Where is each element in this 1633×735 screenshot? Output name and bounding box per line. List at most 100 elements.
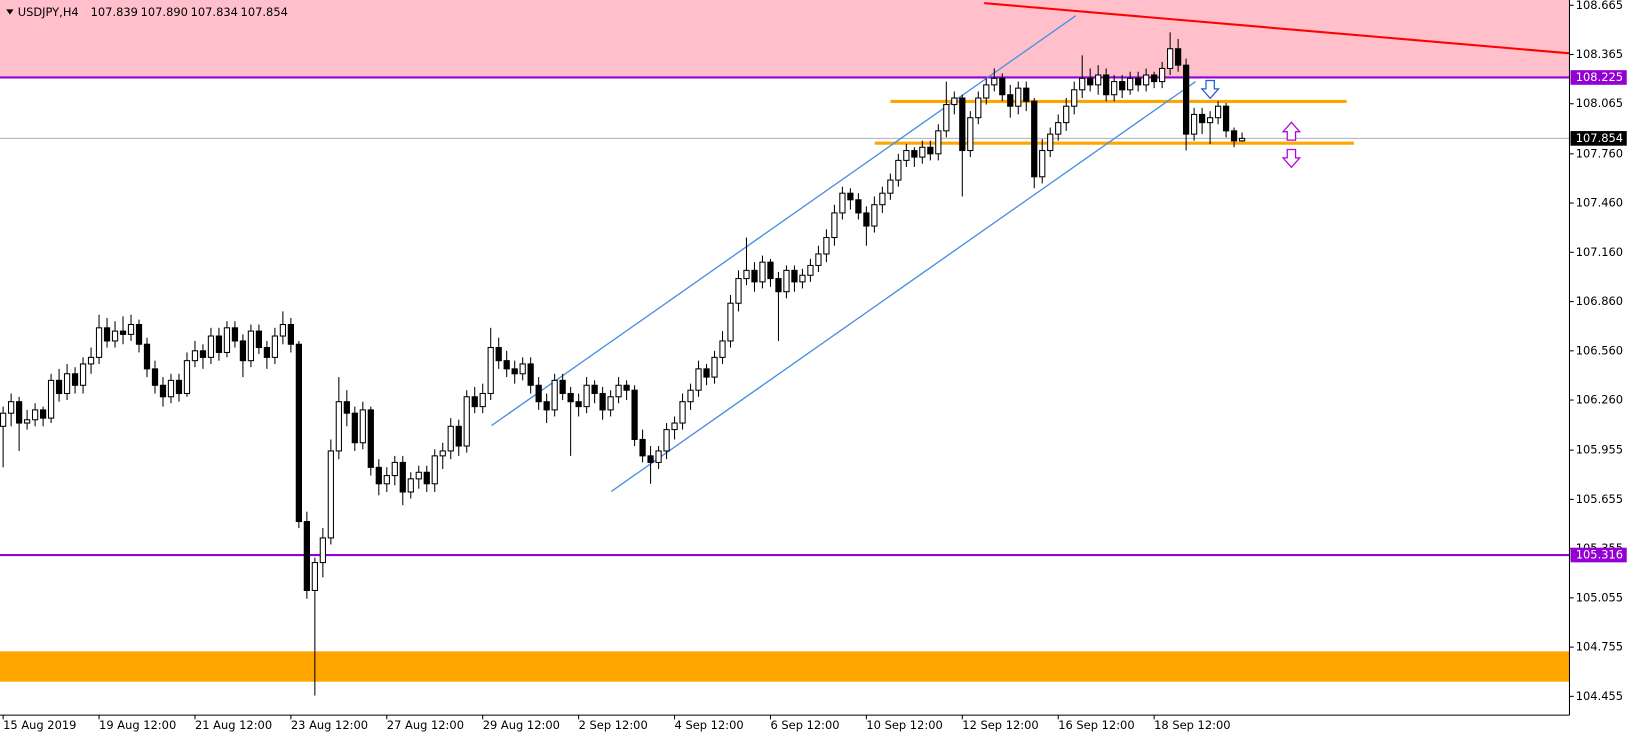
candle-body <box>855 199 862 214</box>
x-tick-label: 15 Aug 2019 <box>3 718 76 732</box>
candle-body <box>999 77 1006 96</box>
candle-body <box>879 192 886 206</box>
candle-body <box>439 450 446 457</box>
candle-body <box>175 379 183 395</box>
level-label: 105.316 <box>1576 548 1623 562</box>
candle-body <box>55 379 63 395</box>
candle-body <box>807 264 814 276</box>
candle-body <box>863 212 870 227</box>
x-tick-label: 29 Aug 12:00 <box>483 718 560 732</box>
candle-body <box>687 389 694 403</box>
arrow-down-blue <box>1200 79 1220 100</box>
candle-body <box>583 384 590 408</box>
candle-body <box>135 324 143 345</box>
candle-body <box>847 192 854 201</box>
candle-body <box>615 384 622 398</box>
candle-body <box>95 327 103 358</box>
y-tick-label: 106.260 <box>1576 393 1623 407</box>
channel-upper <box>491 15 1077 427</box>
candle-body <box>207 335 215 358</box>
candle-body <box>199 350 207 358</box>
candle-body <box>711 356 718 378</box>
candle-body <box>951 97 958 106</box>
y-tick-label: 108.665 <box>1576 0 1623 12</box>
y-tick-label: 105.055 <box>1576 590 1623 604</box>
candle-body <box>815 253 822 266</box>
candle-body <box>151 368 159 386</box>
candle-body <box>591 384 598 395</box>
candle-body <box>39 409 47 419</box>
candle-body <box>1103 74 1110 96</box>
candle-body <box>1151 74 1158 83</box>
candle-body <box>623 384 630 391</box>
candle-body <box>1031 100 1038 178</box>
candle-body <box>1167 48 1174 69</box>
candle-body <box>271 335 279 358</box>
candle-body <box>511 368 518 375</box>
candle-body <box>23 419 31 424</box>
candle-body <box>743 269 750 280</box>
candle-body <box>935 130 942 155</box>
candle-body <box>647 455 654 463</box>
candle-body <box>1087 77 1094 86</box>
candle-body <box>783 269 790 293</box>
candle-body <box>1023 87 1030 102</box>
candle-body <box>967 117 974 152</box>
candle-body <box>287 324 295 345</box>
candle-body <box>551 379 558 411</box>
candle-body <box>375 466 382 485</box>
y-tick-label: 104.755 <box>1576 640 1623 654</box>
candle-body <box>1230 130 1238 142</box>
candle-body <box>7 401 15 414</box>
candle-body <box>1039 150 1046 178</box>
candle-body <box>727 302 734 342</box>
candle-body <box>127 324 135 335</box>
candle-body <box>31 409 39 421</box>
candle-body <box>1079 77 1086 91</box>
header-close: 107.854 <box>241 5 288 19</box>
candle-body <box>183 360 191 395</box>
candle-body <box>111 330 119 342</box>
candle-body <box>1063 105 1070 124</box>
candle-body <box>527 363 534 386</box>
x-tick-label: 10 Sep 12:00 <box>866 718 942 732</box>
candle-body <box>239 340 247 362</box>
candle-body <box>735 278 742 304</box>
candle-body <box>751 269 758 283</box>
candle-body <box>703 368 710 378</box>
candle-body <box>103 327 111 342</box>
candle-body <box>303 521 310 592</box>
candle-body <box>1182 64 1190 135</box>
candles <box>0 32 1246 696</box>
candle-body <box>655 450 662 463</box>
candle-body <box>1055 122 1062 135</box>
candle-body <box>895 159 902 181</box>
x-tick-label: 6 Sep 12:00 <box>770 718 839 732</box>
candle-body <box>247 330 255 362</box>
menu-triangle[interactable] <box>6 9 14 15</box>
chart-title: USDJPY,H4 <box>18 5 79 19</box>
candle-body <box>319 537 326 564</box>
candle-body <box>71 373 79 386</box>
candle-body <box>159 384 167 398</box>
candle-body <box>959 97 966 152</box>
candle-body <box>311 562 318 592</box>
level-label-box <box>1570 547 1627 563</box>
candle-body <box>87 356 95 365</box>
candle-body <box>1238 137 1246 142</box>
candle-body <box>535 384 542 403</box>
candle-body <box>279 324 287 337</box>
y-tick-label: 107.160 <box>1576 245 1623 259</box>
candle-body <box>903 150 910 161</box>
resistance-zone <box>0 0 1570 78</box>
x-tick-label: 23 Aug 12:00 <box>291 718 368 732</box>
current-price-label: 107.854 <box>1576 131 1623 145</box>
candle-body <box>1015 87 1022 107</box>
candle-body <box>295 343 302 523</box>
candle-body <box>679 401 686 424</box>
channel-lower <box>610 80 1196 492</box>
candle-body <box>1206 117 1214 124</box>
